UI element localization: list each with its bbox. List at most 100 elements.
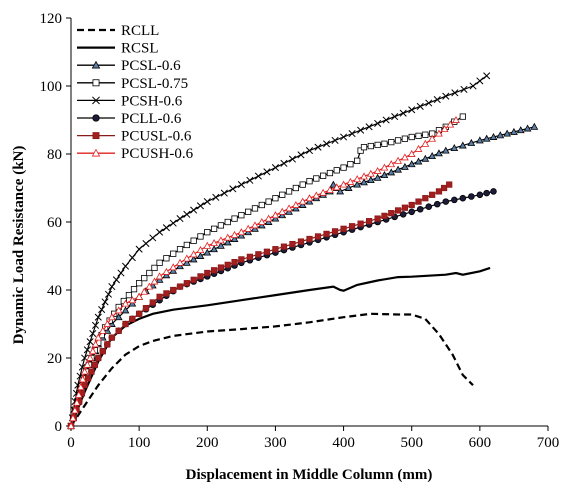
marker-stroke — [476, 77, 484, 85]
legend-label: RCSL — [121, 41, 159, 57]
data-point — [279, 191, 286, 198]
marker-stroke — [348, 130, 356, 138]
data-point — [394, 207, 402, 214]
data-point — [374, 141, 381, 149]
data-point — [408, 133, 415, 141]
data-point — [99, 348, 106, 355]
data-point — [189, 255, 198, 263]
data-point — [331, 136, 339, 144]
data-point — [128, 296, 137, 304]
data-point — [446, 120, 455, 128]
data-point — [422, 131, 429, 138]
data-point — [394, 156, 402, 164]
data-point — [271, 164, 279, 172]
data-point — [280, 159, 288, 167]
data-point — [125, 291, 133, 299]
data-point — [121, 299, 130, 307]
data-point — [348, 223, 356, 230]
data-point — [217, 241, 225, 249]
series-rcll — [70, 312, 474, 427]
x-tick-label: 0 — [67, 435, 75, 451]
data-point — [381, 212, 388, 220]
data-point — [394, 165, 402, 173]
data-point — [190, 237, 197, 244]
y-tick-label: 60 — [47, 215, 62, 231]
data-point — [217, 236, 225, 244]
marker-stroke — [176, 215, 184, 223]
marker-stroke — [297, 151, 305, 159]
data-point — [183, 241, 190, 249]
data-point — [135, 245, 143, 253]
data-point — [176, 246, 184, 253]
data-point — [435, 129, 443, 137]
data-point — [98, 326, 107, 334]
data-point — [169, 219, 177, 227]
y-tick-label: 20 — [47, 351, 62, 367]
data-point — [468, 193, 475, 200]
data-point — [483, 189, 490, 197]
data-point — [401, 135, 409, 142]
marker-stroke — [108, 283, 116, 291]
legend-entry: PCLL-0.6 — [77, 111, 182, 127]
legend-entry: PCSH-0.6 — [77, 93, 183, 109]
data-point — [108, 313, 116, 321]
data-point — [415, 198, 422, 205]
data-point — [91, 321, 100, 329]
data-point — [314, 143, 322, 151]
data-point — [460, 85, 468, 93]
data-point — [360, 172, 368, 180]
marker-stroke — [94, 313, 102, 321]
data-point — [365, 123, 373, 131]
data-point — [246, 253, 253, 260]
marker-stroke — [74, 381, 82, 389]
data-point — [475, 136, 484, 144]
data-point — [149, 234, 157, 242]
data-point — [291, 200, 300, 208]
data-point — [263, 248, 271, 255]
data-point — [285, 188, 293, 195]
data-point — [425, 203, 433, 210]
x-tick-label: 700 — [537, 435, 560, 451]
data-point — [326, 169, 334, 177]
data-point — [91, 340, 100, 348]
data-point — [245, 208, 252, 215]
data-point — [326, 186, 334, 194]
data-point — [428, 152, 437, 160]
marker-stroke — [98, 305, 106, 314]
data-point — [354, 157, 361, 164]
data-point — [366, 218, 373, 225]
data-point — [163, 255, 170, 262]
marker-stroke — [112, 276, 120, 284]
data-point — [142, 305, 150, 312]
data-point — [78, 375, 87, 383]
data-point — [203, 241, 212, 249]
data-point — [258, 201, 265, 209]
data-point — [357, 126, 365, 134]
data-point — [333, 167, 340, 174]
marker-stroke — [374, 119, 382, 127]
data-point — [203, 248, 212, 256]
data-point — [81, 382, 88, 389]
legend-label: PCUSL-0.6 — [121, 129, 192, 145]
axes: 0 100 200 300 400 500 600 700 0 20 40 60 80 100 120 — [40, 11, 560, 451]
marker-stroke — [86, 338, 94, 346]
data-point — [332, 183, 341, 191]
data-point — [74, 390, 83, 398]
data-point — [230, 234, 239, 242]
legend-label: RCLL — [121, 23, 159, 39]
data-point — [237, 228, 246, 236]
data-point — [414, 144, 423, 152]
data-point — [257, 221, 266, 229]
data-point — [428, 134, 437, 142]
data-point — [108, 334, 116, 341]
legend-marker — [92, 114, 100, 122]
data-point — [83, 360, 92, 368]
data-point — [189, 250, 198, 258]
marker-stroke — [229, 185, 237, 193]
marker-stroke — [212, 193, 220, 201]
marker-stroke — [365, 123, 373, 131]
x-tick-label: 300 — [264, 435, 287, 451]
marker-stroke — [483, 72, 491, 80]
legend-label: PCSL-0.75 — [121, 76, 188, 92]
data-point — [224, 218, 231, 226]
